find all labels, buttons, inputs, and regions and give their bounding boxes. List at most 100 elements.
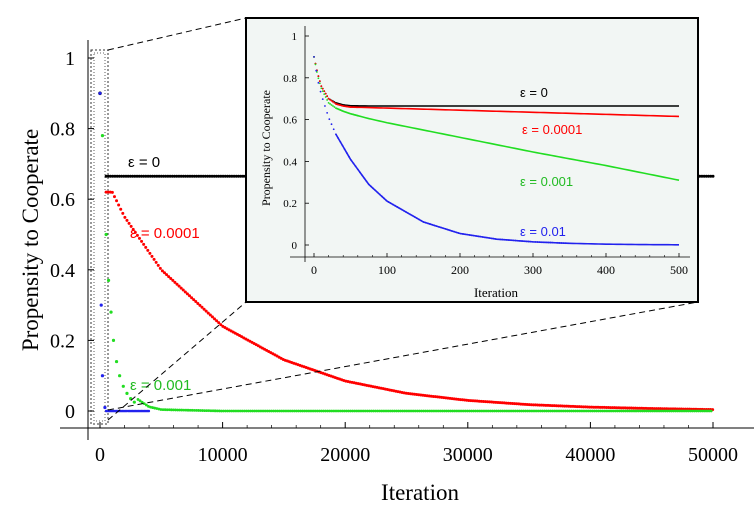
inset-point xyxy=(319,90,322,93)
main-point xyxy=(238,409,242,413)
main-point xyxy=(551,409,555,413)
main-point xyxy=(580,409,584,413)
main-point xyxy=(205,409,209,413)
inset-frame xyxy=(245,17,699,303)
main-point xyxy=(315,409,319,413)
main-point xyxy=(449,409,453,413)
main-point xyxy=(165,408,169,412)
main-point xyxy=(607,409,611,413)
main-point xyxy=(420,409,423,413)
main-point xyxy=(382,409,386,413)
main-point xyxy=(643,409,646,413)
inset-point xyxy=(324,92,327,95)
main-point xyxy=(596,405,600,409)
main-point xyxy=(203,409,207,412)
main-point xyxy=(547,409,550,413)
inset-point xyxy=(314,63,317,66)
main-point xyxy=(601,409,605,413)
main-point xyxy=(600,405,604,409)
main-point xyxy=(120,174,124,178)
main-point xyxy=(570,409,573,413)
inset-point xyxy=(317,81,320,84)
main-point xyxy=(292,409,296,413)
main-x-tick-label: 50000 xyxy=(688,444,738,466)
inset-point xyxy=(324,96,327,98)
main-point xyxy=(168,174,172,178)
main-label-eps-0: ε = 0 xyxy=(128,154,160,171)
main-point xyxy=(636,409,640,413)
main-point xyxy=(434,409,438,413)
main-point xyxy=(699,409,703,413)
main-point xyxy=(236,409,240,413)
main-point xyxy=(709,409,713,413)
main-point xyxy=(240,409,244,413)
main-point xyxy=(478,409,482,413)
main-x-axis-label: Iteration xyxy=(381,480,459,505)
main-point xyxy=(115,199,119,203)
main-point xyxy=(634,406,638,410)
main-point xyxy=(674,409,678,413)
main-point xyxy=(501,409,505,413)
main-point xyxy=(432,409,436,413)
inset-y-tick-label: 0.2 xyxy=(283,198,297,210)
inset-series-2 xyxy=(313,56,680,181)
main-point xyxy=(137,236,141,240)
main-point xyxy=(628,409,632,413)
main-point xyxy=(181,174,185,178)
inset-point xyxy=(318,82,321,85)
inset-point xyxy=(323,90,326,93)
zoom-connector-bottom-left xyxy=(107,301,247,421)
main-point xyxy=(320,409,323,413)
main-point xyxy=(197,409,200,412)
main-y-axis-label: Propensity to Cooperate xyxy=(18,129,43,351)
main-point xyxy=(493,409,496,413)
inset-point xyxy=(326,99,329,101)
inset-label-eps-0.001: ε = 0.001 xyxy=(520,174,573,189)
main-point xyxy=(188,408,192,412)
main-point xyxy=(150,254,154,258)
main-point xyxy=(630,409,634,413)
main-point xyxy=(125,218,129,222)
main-point xyxy=(407,409,411,413)
main-point xyxy=(165,273,169,277)
main-point xyxy=(709,174,713,178)
main-point xyxy=(476,409,480,413)
main-point xyxy=(181,288,185,292)
main-point xyxy=(488,409,492,413)
inset-point xyxy=(330,104,333,106)
main-x-tick-label: 20000 xyxy=(320,444,370,466)
inset-point xyxy=(320,87,323,90)
main-point xyxy=(305,409,309,413)
main-point xyxy=(486,409,490,413)
main-y-tick-label: 0.8 xyxy=(50,119,75,141)
main-point xyxy=(623,406,627,410)
main-point xyxy=(463,409,467,413)
main-point xyxy=(187,294,191,298)
inset-series-3 xyxy=(313,56,680,246)
main-point xyxy=(522,409,525,413)
main-point xyxy=(251,409,255,413)
main-y-tick-label: 0.4 xyxy=(50,260,75,282)
inset-line xyxy=(335,103,680,118)
main-point xyxy=(180,408,184,412)
main-point xyxy=(142,402,146,405)
main-y-tick-label: 0 xyxy=(65,401,75,423)
main-point xyxy=(336,409,340,413)
main-point xyxy=(263,409,267,413)
main-point xyxy=(154,260,158,264)
main-point xyxy=(144,245,148,249)
main-point xyxy=(549,409,553,413)
main-point xyxy=(598,405,602,409)
main-point xyxy=(543,409,546,413)
main-point xyxy=(428,409,432,413)
main-point xyxy=(132,400,136,404)
main-point xyxy=(511,409,515,413)
main-point xyxy=(568,409,571,413)
main-point xyxy=(640,409,644,413)
inset-point xyxy=(333,101,336,104)
main-point xyxy=(175,174,179,178)
main-point xyxy=(230,174,234,178)
inset-line xyxy=(335,107,680,181)
main-point xyxy=(111,174,115,178)
main-point xyxy=(115,174,119,178)
